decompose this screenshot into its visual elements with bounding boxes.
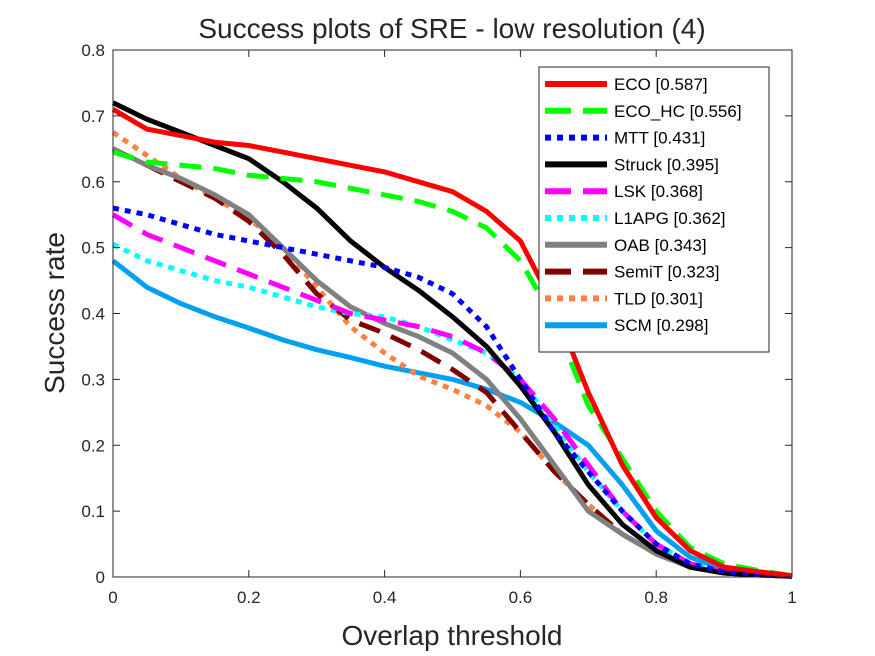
series-line-tld bbox=[111, 130, 793, 579]
y-tick-label: 0.4 bbox=[81, 305, 105, 324]
series-line-mtt bbox=[112, 205, 793, 579]
legend-label-eco-hc: ECO_HC [0.556] bbox=[614, 102, 742, 121]
x-tick-label: 0.6 bbox=[509, 588, 533, 607]
y-tick-label: 0.3 bbox=[81, 370, 105, 389]
series-line-eco bbox=[111, 107, 793, 579]
x-tick-label: 1 bbox=[787, 588, 796, 607]
legend-label-scm: SCM [0.298] bbox=[614, 316, 709, 335]
legend-label-tld: TLD [0.301] bbox=[614, 289, 703, 308]
x-tick-label: 0.8 bbox=[644, 588, 668, 607]
series-layer bbox=[111, 100, 793, 579]
legend-label-oab: OAB [0.343] bbox=[614, 236, 707, 255]
y-tick-label: 0.6 bbox=[81, 173, 105, 192]
series-line-eco-hc bbox=[112, 149, 793, 579]
y-tick-label: 0 bbox=[96, 568, 105, 587]
legend: ECO [0.587] ECO_HC [0.556] MTT [0.431] Stru… bbox=[538, 66, 770, 353]
y-tick-label: 0.2 bbox=[81, 436, 105, 455]
x-tick-label: 0 bbox=[108, 588, 117, 607]
y-tick-label: 0.8 bbox=[81, 41, 105, 60]
x-tick-label: 0.2 bbox=[237, 588, 261, 607]
series-line-struck bbox=[111, 100, 793, 579]
legend-label-mtt: MTT [0.431] bbox=[614, 129, 705, 148]
y-axis-label: Success rate bbox=[39, 232, 70, 394]
series-line-semit bbox=[111, 146, 793, 579]
legend-label-struck: Struck [0.395] bbox=[614, 155, 719, 174]
series-line-scm bbox=[111, 258, 793, 579]
x-tick-label: 0.4 bbox=[373, 588, 397, 607]
y-tick-label: 0.5 bbox=[81, 239, 105, 258]
legend-box bbox=[538, 66, 770, 353]
x-axis-label: Overlap threshold bbox=[341, 620, 562, 651]
legend-label-lsk: LSK [0.368] bbox=[614, 182, 703, 201]
legend-label-semit: SemiT [0.323] bbox=[614, 263, 720, 282]
y-tick-label: 0.1 bbox=[81, 502, 105, 521]
legend-label-l1apg: L1APG [0.362] bbox=[614, 209, 726, 228]
chart-title: Success plots of SRE - low resolution (4… bbox=[198, 13, 705, 44]
y-tick-label: 0.7 bbox=[81, 107, 105, 126]
legend-label-eco: ECO [0.587] bbox=[614, 75, 708, 94]
tick-layer: 0 0.2 0.4 0.6 0.8 1 0 0.1 0.2 0.3 0.4 0.5 0.6 0.7 0.8 bbox=[81, 41, 796, 607]
